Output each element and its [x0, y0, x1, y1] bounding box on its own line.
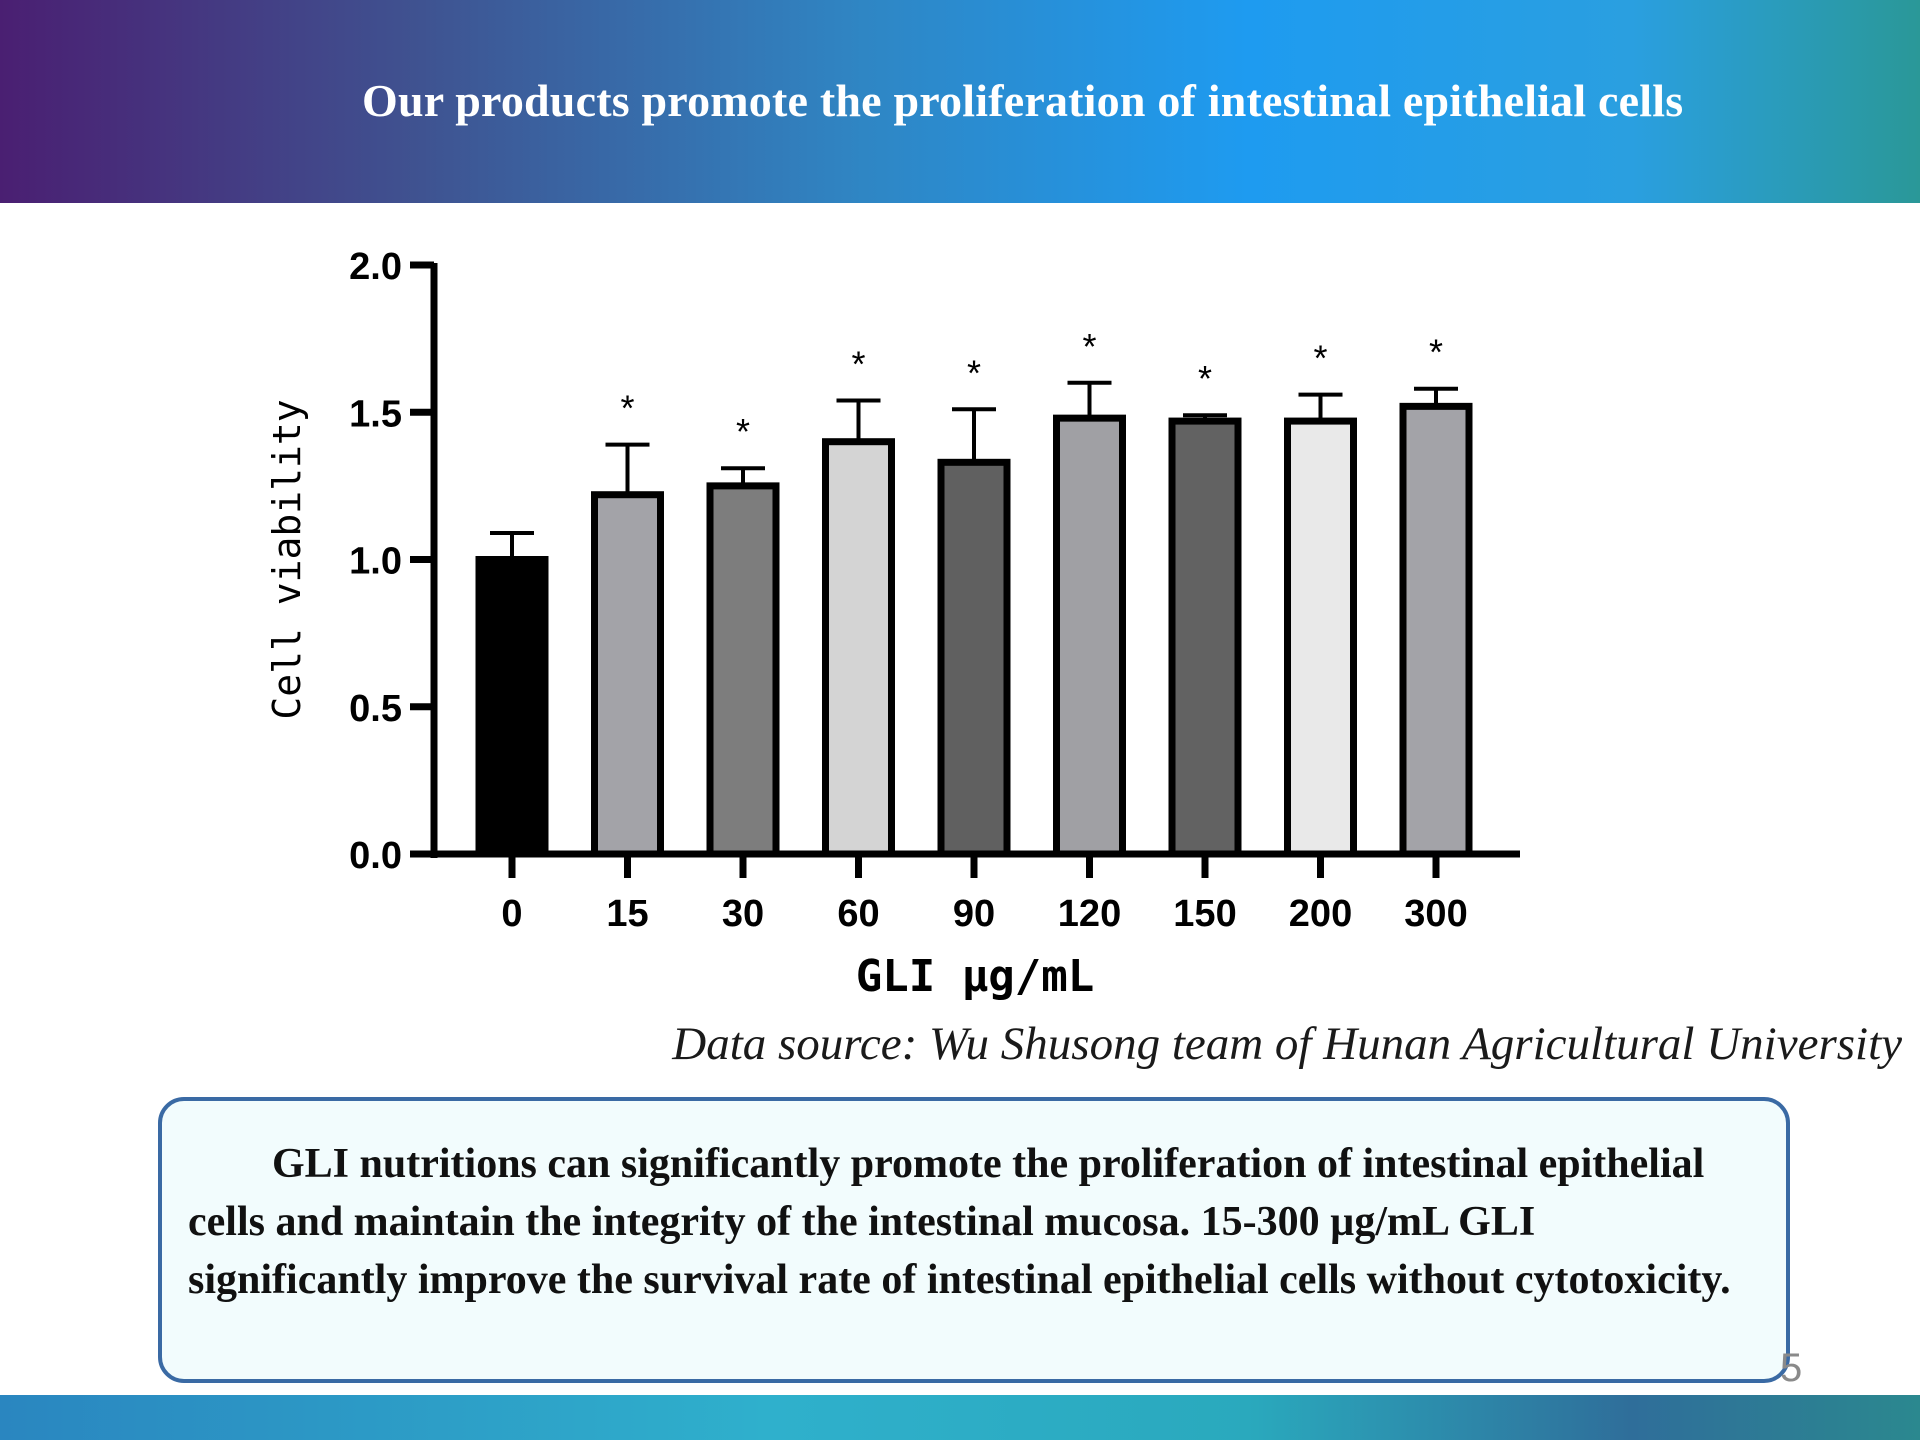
data-source-note: Data source: Wu Shusong team of Hunan Ag… — [672, 1018, 1902, 1070]
x-axis-label: GLI µg/mL — [856, 951, 1094, 1002]
bar — [591, 491, 664, 858]
bar — [1168, 417, 1242, 858]
page-number: 5 — [1780, 1346, 1803, 1390]
x-tick-label: 30 — [722, 893, 764, 935]
significance-marker: * — [736, 411, 750, 452]
bar — [475, 556, 549, 858]
significance-marker: * — [967, 352, 981, 393]
x-tick-label: 15 — [606, 893, 648, 935]
significance-marker: * — [620, 388, 634, 429]
summary-text: GLI nutritions can significantly promote… — [188, 1141, 1731, 1303]
y-tick-label: 0.0 — [349, 835, 402, 877]
significance-marker: * — [1082, 326, 1096, 367]
y-tick-label: 0.5 — [349, 688, 402, 730]
significance-marker: * — [1313, 338, 1327, 379]
x-tick-label: 0 — [501, 893, 522, 935]
x-tick-label: 300 — [1404, 893, 1467, 935]
bar — [1053, 414, 1126, 858]
significance-marker: * — [1429, 332, 1443, 373]
y-tick-label: 1.5 — [349, 393, 402, 435]
x-tick-label: 200 — [1289, 893, 1352, 935]
bar — [1284, 417, 1357, 858]
slide-header: Our products promote the proliferation o… — [0, 0, 1920, 203]
bar — [937, 458, 1011, 858]
x-tick-label: 60 — [837, 893, 879, 935]
y-axis-label: Cell viability — [265, 399, 309, 719]
summary-box: GLI nutritions can significantly promote… — [158, 1097, 1790, 1383]
bar — [1399, 402, 1473, 858]
footer-band — [0, 1395, 1920, 1440]
x-tick-label: 120 — [1058, 893, 1121, 935]
x-tick-label: 150 — [1173, 893, 1236, 935]
slide-title: Our products promote the proliferation o… — [362, 75, 1684, 126]
y-tick-label: 1.0 — [349, 541, 402, 583]
significance-marker: * — [1198, 358, 1212, 399]
bar — [706, 482, 780, 858]
y-tick-label: 2.0 — [349, 246, 402, 288]
significance-marker: * — [851, 343, 865, 384]
bar-chart: 0.0 0.5 1.0 1.5 2.0 Cell viability 0 15 * 30 * 60 * 9… — [265, 246, 1520, 1002]
x-tick-label: 90 — [953, 893, 995, 935]
bar — [822, 438, 895, 858]
